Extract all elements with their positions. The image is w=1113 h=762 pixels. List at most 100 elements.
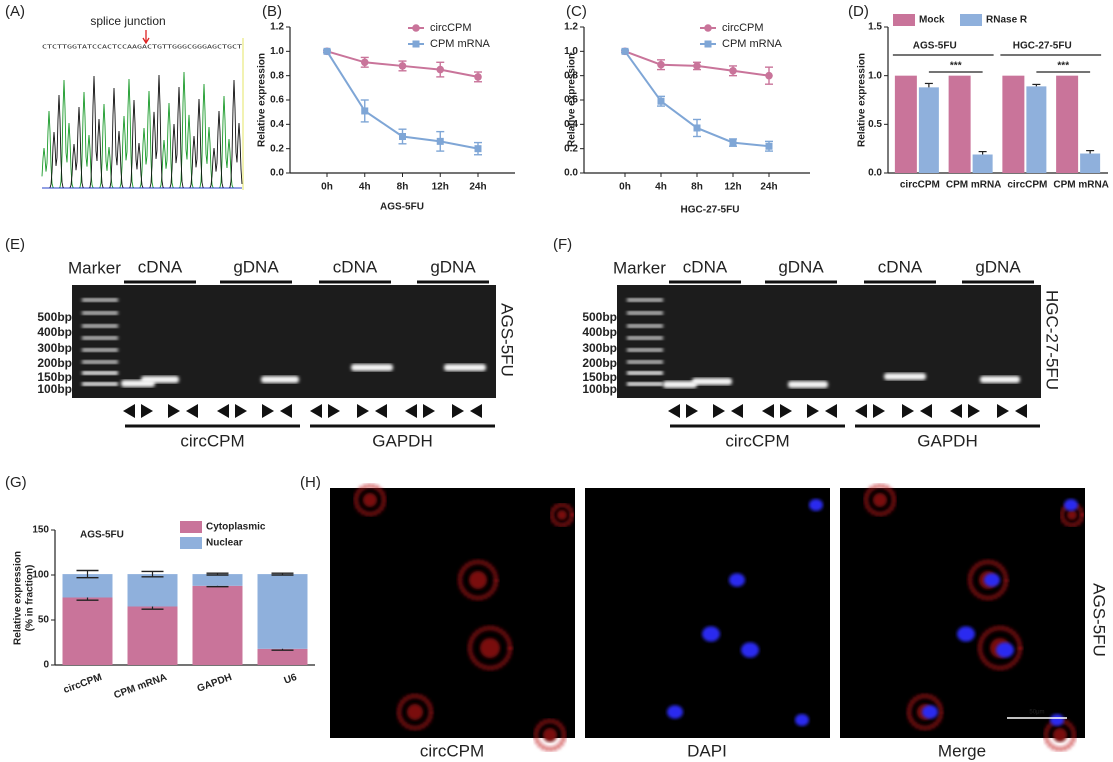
- cell-core: [363, 493, 377, 507]
- primer-arrow: [1015, 404, 1027, 418]
- marker: [361, 107, 369, 115]
- significance: ***: [1057, 61, 1069, 72]
- y-tick-label: 0.4: [270, 119, 284, 130]
- x-axis-label: AGS-5FU: [380, 202, 424, 213]
- cell-core: [543, 728, 557, 742]
- ladder-band: [627, 311, 663, 315]
- marker: [765, 71, 773, 80]
- primer-arrow: [873, 404, 885, 418]
- target-label: GAPDH: [917, 431, 977, 450]
- primer-arrow: [762, 404, 774, 418]
- nucleus: [1050, 714, 1064, 726]
- cell-core: [1053, 728, 1067, 742]
- band: [980, 376, 1020, 383]
- bar-segment: [127, 574, 178, 607]
- primer-arrow: [405, 404, 417, 418]
- band: [351, 364, 393, 371]
- primer-arrow: [186, 404, 198, 418]
- group-label: AGS-5FU: [913, 41, 957, 52]
- cell: [967, 559, 1009, 601]
- band: [788, 381, 828, 388]
- primer-arrow: [280, 404, 292, 418]
- lane-label: cDNA: [683, 257, 728, 276]
- nucleus: [667, 705, 683, 719]
- lane-label: gDNA: [778, 257, 824, 276]
- ladder-band: [627, 336, 663, 340]
- error-bar: [141, 570, 164, 578]
- primer-arrow: [141, 404, 153, 418]
- ladder-band: [82, 311, 118, 315]
- legend-label: circCPM: [430, 22, 472, 34]
- legend-label: circCPM: [722, 22, 764, 34]
- legend-label: Cytoplasmic: [206, 522, 266, 533]
- ladder-label: 200bp: [582, 356, 617, 370]
- panel-label: (B): [262, 3, 282, 20]
- bar: [1056, 75, 1079, 173]
- sequence: CTCTTGGTATCCACTCCAAGACTGTTGGGCGGGAGCTGCT: [42, 45, 243, 51]
- channel-label: circCPM: [420, 741, 484, 760]
- ladder-band: [82, 298, 118, 302]
- y-tick-label: 1.5: [868, 22, 882, 33]
- cell-line: AGS-5FU: [498, 303, 517, 377]
- marker: [436, 65, 445, 74]
- error-bar: [76, 569, 99, 579]
- ladder-label: 200bp: [37, 356, 72, 370]
- cell-core: [469, 571, 487, 589]
- cell: [353, 483, 387, 517]
- significance: ***: [950, 61, 962, 72]
- y-tick-label: 0.5: [868, 119, 882, 130]
- marker: [729, 67, 737, 75]
- panel-label: (F): [553, 236, 572, 253]
- y-tick-label: 50: [38, 615, 50, 626]
- x-tick-label: 8h: [397, 182, 409, 193]
- x-tick-label: GAPDH: [196, 672, 234, 695]
- bar-segment: [192, 574, 243, 586]
- gel: [617, 285, 1041, 398]
- legend-marker: [412, 24, 420, 32]
- legend-label: Nuclear: [206, 538, 243, 549]
- scale-bar-label: 50μm: [1029, 710, 1044, 716]
- y-tick-label: 1.2: [564, 22, 578, 33]
- primer-arrow: [470, 404, 482, 418]
- marker: [474, 145, 482, 153]
- primer-arrow: [950, 404, 962, 418]
- ladder-band: [82, 382, 118, 386]
- marker-label: Marker: [613, 258, 666, 277]
- target-label: GAPDH: [372, 431, 432, 450]
- band: [663, 381, 697, 388]
- y-tick-label: 0.0: [564, 168, 578, 179]
- x-tick-label: circCPM: [62, 672, 103, 696]
- lane-label: cDNA: [333, 257, 378, 276]
- y-axis-label: Relative expression: [257, 53, 268, 147]
- cell: [533, 718, 567, 752]
- error-bar: [1032, 83, 1041, 87]
- y-tick-label: 0.8: [564, 70, 578, 81]
- legend-swatch: [180, 537, 202, 549]
- primer-arrow: [123, 404, 135, 418]
- arrow: [142, 30, 150, 45]
- group-label: HGC-27-5FU: [1013, 41, 1072, 52]
- x-tick-label: 24h: [760, 182, 777, 193]
- bar-segment: [127, 606, 178, 665]
- nucleus: [809, 499, 823, 511]
- band: [692, 378, 732, 385]
- primer-arrow: [920, 404, 932, 418]
- ladder-label: 150bp: [37, 370, 72, 384]
- cell: [863, 483, 897, 517]
- ladder-band: [627, 324, 663, 328]
- y-tick-label: 0: [43, 660, 49, 671]
- x-tick-label: 24h: [469, 182, 486, 193]
- primer-arrow: [997, 404, 1009, 418]
- panel-label: (E): [5, 236, 25, 253]
- error-bar: [1086, 150, 1095, 154]
- error-bar: [924, 82, 933, 88]
- legend-label: CPM mRNA: [722, 38, 783, 50]
- primer-arrow: [686, 404, 698, 418]
- legend-label: Mock: [919, 15, 945, 26]
- marker: [323, 47, 331, 55]
- image: [585, 488, 830, 738]
- ladder-band: [627, 360, 663, 364]
- marker: [360, 58, 369, 67]
- marker: [657, 97, 665, 105]
